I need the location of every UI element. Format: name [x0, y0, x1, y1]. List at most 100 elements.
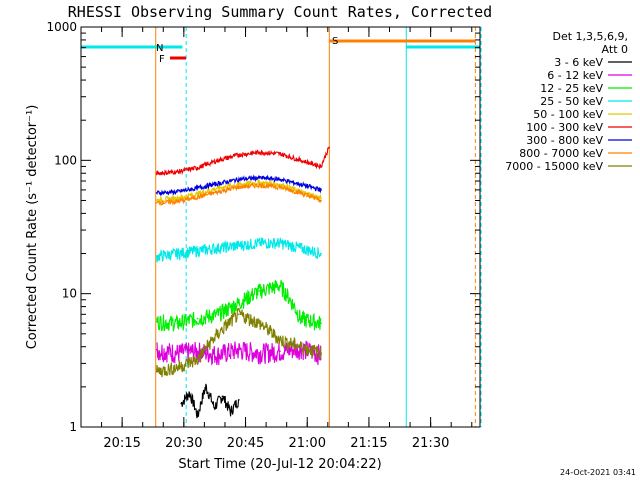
series-point-8-8	[320, 352, 322, 354]
x-tick-label-2: 20:45	[227, 436, 264, 451]
series-point-1-0	[155, 348, 158, 351]
x-tick-label-0: 20:15	[103, 436, 140, 451]
series-point-7-4	[238, 186, 240, 188]
series-point-0-1	[188, 392, 191, 394]
chart-title: RHESSI Observing Summary Count Rates, Co…	[68, 3, 492, 21]
series-point-5-0	[155, 172, 158, 175]
series-point-5-6	[279, 152, 281, 155]
series-point-5-3	[217, 159, 220, 162]
series-point-3-3	[217, 247, 220, 249]
x-tick-label-4: 21:15	[350, 436, 387, 451]
x-tick-label-3: 21:00	[289, 436, 326, 451]
legend-label-4: 50 - 100 keV	[533, 108, 603, 121]
series-line-2	[156, 279, 322, 332]
series-point-6-5	[258, 176, 261, 179]
series-point-4-0	[155, 199, 158, 202]
y-tick-label-3: 1000	[46, 20, 77, 34]
series-point-0-7	[238, 398, 240, 401]
series-point-6-7	[299, 183, 302, 186]
legend-label-3: 25 - 50 keV	[540, 95, 603, 108]
series-point-0-4	[213, 406, 215, 409]
series-point-5-8	[320, 165, 322, 168]
series-point-2-1	[176, 322, 178, 325]
legend-label-0: 3 - 6 keV	[554, 56, 603, 69]
legend-label-8: 7000 - 15000 keV	[505, 160, 603, 173]
series-point-3-7	[299, 247, 302, 249]
legend-title-line-1: Det 1,3,5,6,9,	[552, 30, 628, 43]
series-point-5-2	[196, 166, 199, 169]
y-tick-label-2: 100	[54, 153, 77, 167]
y-tick-label-1: 10	[62, 287, 77, 301]
series-point-6-1	[176, 191, 178, 193]
series-point-1-6	[279, 350, 281, 353]
annotation-n: N	[156, 43, 163, 54]
x-tick-label-1: 20:30	[165, 436, 202, 451]
series-point-0-3	[205, 386, 207, 388]
series-point-3-6	[279, 242, 281, 244]
series-line-1	[156, 340, 322, 366]
series-point-2-0	[155, 320, 158, 323]
series-point-5-9	[328, 146, 331, 149]
series-point-6-0	[155, 192, 158, 194]
annotation-s: S	[332, 36, 338, 47]
series-line-3	[156, 237, 322, 263]
footer-date: 24-Oct-2021 03:41	[560, 468, 636, 477]
series-point-2-4	[238, 302, 240, 304]
series-point-3-1	[176, 252, 178, 255]
legend-label-1: 6 - 12 keV	[547, 69, 603, 82]
series-point-6-6	[279, 178, 281, 181]
series-point-3-5	[258, 242, 261, 244]
series-point-2-2	[196, 317, 199, 320]
series-point-1-4	[238, 348, 240, 351]
series-point-4-3	[217, 187, 220, 189]
series-point-7-7	[299, 192, 302, 194]
legend-label-2: 12 - 25 keV	[540, 82, 603, 95]
series-point-2-6	[279, 284, 281, 287]
series-point-5-4	[238, 154, 240, 156]
series-point-4-1	[176, 197, 178, 199]
series-point-4-8	[320, 197, 322, 199]
y-axis-label: Corrected Count Rate (s⁻¹ detector⁻¹)	[25, 105, 40, 350]
series-point-8-6	[279, 339, 281, 341]
x-axis-label: Start Time (20-Jul-12 20:04:22)	[178, 457, 381, 472]
series-point-7-1	[176, 200, 178, 203]
series-point-0-2	[196, 415, 199, 418]
series-line-8	[156, 307, 322, 378]
y-tick-label-0: 1	[69, 420, 77, 434]
series-point-6-8	[320, 189, 322, 191]
plot-area	[81, 27, 482, 427]
series-point-1-5	[258, 352, 261, 354]
series-point-2-7	[299, 317, 302, 320]
series-point-5-1	[176, 171, 178, 173]
series-point-3-2	[196, 249, 199, 252]
series-point-8-3	[217, 333, 220, 335]
series-point-2-8	[320, 322, 322, 325]
x-tick-label-5: 21:30	[412, 436, 449, 451]
series-point-6-2	[196, 187, 199, 189]
series-point-2-3	[217, 313, 220, 316]
series-point-1-2	[196, 350, 199, 353]
series-point-8-0	[155, 370, 158, 373]
series-line-5	[156, 146, 330, 177]
series-point-0-0	[180, 402, 183, 405]
series-point-1-1	[176, 352, 178, 354]
series-point-8-4	[238, 313, 240, 316]
series-line-0	[180, 383, 240, 419]
x-axis: 20:15 20:30 20:45 21:00 21:15 21:30	[80, 27, 473, 451]
series-point-3-8	[320, 252, 322, 255]
annotation-f: F	[159, 54, 165, 65]
series-point-3-0	[155, 255, 158, 258]
series-point-0-5	[221, 395, 224, 398]
legend-label-6: 300 - 800 keV	[526, 134, 603, 147]
series-point-2-5	[258, 290, 261, 292]
series-line-4	[156, 178, 322, 204]
series-point-7-0	[155, 202, 158, 204]
series-point-7-6	[279, 186, 281, 188]
series-point-6-3	[217, 182, 220, 185]
series-point-8-7	[299, 345, 302, 348]
series-point-1-7	[299, 347, 302, 349]
plot-frame	[80, 26, 481, 428]
series-point-1-3	[217, 353, 220, 356]
